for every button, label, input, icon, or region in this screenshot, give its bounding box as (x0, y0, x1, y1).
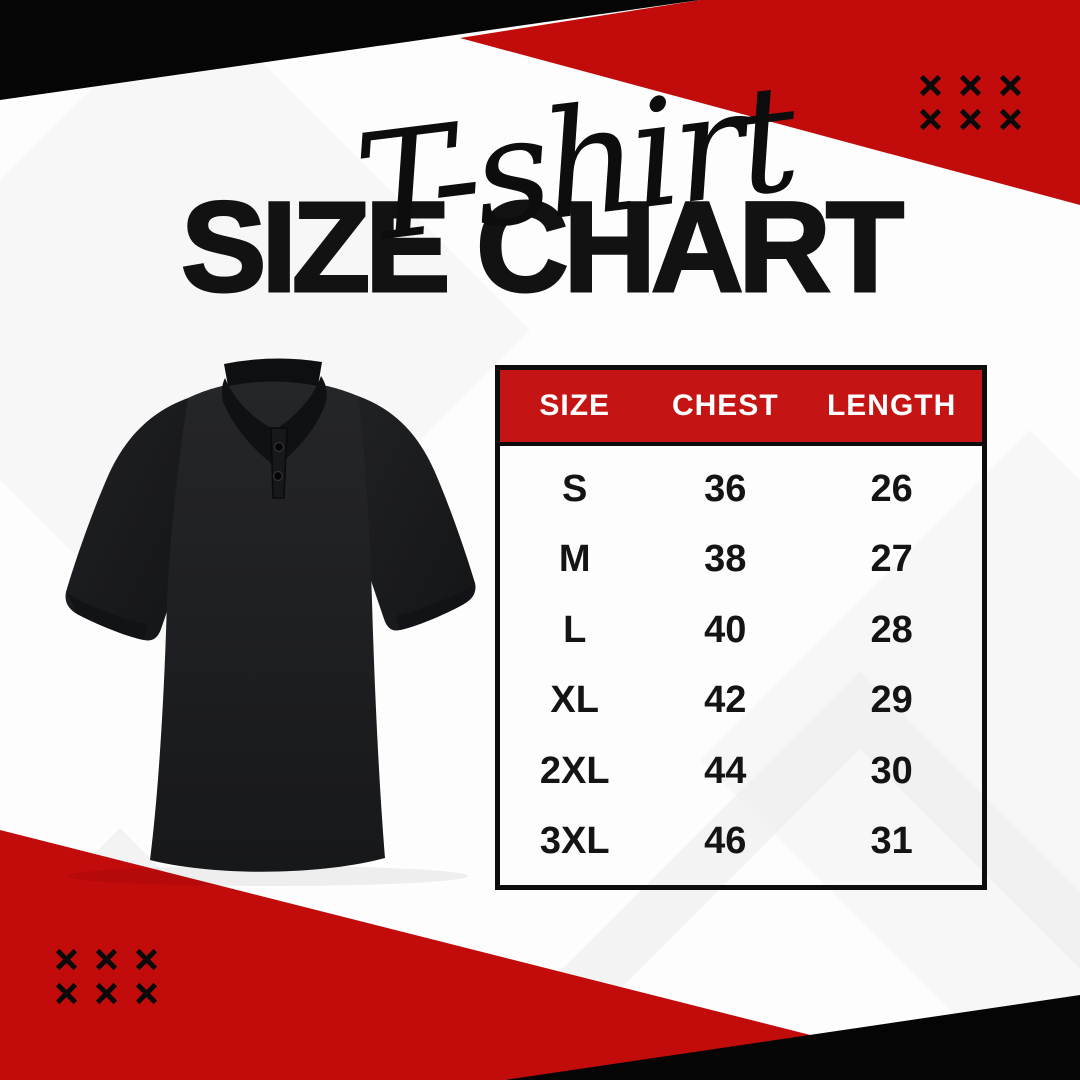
shirt-button (272, 470, 284, 482)
cell-chest: 44 (704, 749, 747, 792)
cell-size: L (563, 608, 587, 651)
column-header-chest: CHEST (671, 389, 779, 422)
x-mark-icon (919, 74, 942, 97)
cell-size: XL (550, 679, 599, 722)
column-header-length: LENGTH (826, 389, 957, 422)
x-marks-bottom-left (46, 942, 166, 1010)
x-mark-icon (95, 948, 118, 971)
x-mark-icon (135, 982, 158, 1005)
cell-chest: 46 (704, 820, 747, 863)
x-mark-icon (959, 74, 982, 97)
x-mark-icon (135, 948, 158, 971)
shirt-left-cuff (68, 594, 148, 640)
cell-size: 2XL (539, 749, 610, 792)
x-mark-icon (959, 108, 982, 131)
cell-size: M (558, 538, 591, 581)
x-mark-icon (919, 108, 942, 131)
shirt-body (150, 380, 385, 872)
shirt-collar-band (224, 358, 322, 386)
cell-chest: 36 (704, 467, 747, 510)
cell-length: 30 (870, 749, 913, 792)
bottom-left-red-shape (0, 830, 850, 1080)
cell-size: S (562, 467, 588, 510)
x-mark-icon (55, 982, 78, 1005)
size-table-body: S 36 26 M 38 27 L 40 28 XL 42 29 2XL 44 (500, 446, 982, 885)
shirt-shadow (68, 866, 468, 886)
size-table-header-row: SIZE CHEST LENGTH (500, 370, 982, 446)
cell-length: 29 (870, 679, 913, 722)
shirt-right-cuff (396, 586, 473, 630)
x-mark-icon (55, 948, 78, 971)
table-row: S 36 26 (500, 454, 982, 525)
table-row: L 40 28 (500, 595, 982, 666)
x-marks-top-right (910, 68, 1030, 136)
cell-chest: 40 (704, 608, 747, 651)
table-row: XL 42 29 (500, 666, 982, 737)
table-row: M 38 27 (500, 525, 982, 596)
cell-length: 31 (870, 820, 913, 863)
cell-length: 26 (870, 467, 913, 510)
top-left-black-shape (0, 0, 700, 100)
cell-chest: 38 (704, 538, 747, 581)
page-title: SIZE CHART (180, 176, 906, 319)
shirt-placket (270, 427, 288, 499)
table-row: 3XL 46 31 (500, 807, 982, 878)
tshirt-image (65, 358, 476, 886)
watermark-diamond-outline (521, 671, 1080, 1080)
column-header-size: SIZE (539, 389, 611, 422)
shirt-right-sleeve (358, 396, 476, 631)
shirt-collar-right (275, 376, 327, 468)
cell-length: 28 (870, 608, 913, 651)
table-row: 2XL 44 30 (500, 736, 982, 807)
x-mark-icon (999, 74, 1022, 97)
x-mark-icon (999, 108, 1022, 131)
cell-length: 27 (870, 538, 913, 581)
cell-chest: 42 (704, 679, 747, 722)
shirt-left-sleeve (65, 398, 188, 641)
size-table: SIZE CHEST LENGTH S 36 26 M 38 27 L 40 2… (495, 365, 987, 890)
shirt-button (273, 441, 285, 453)
x-mark-icon (95, 982, 118, 1005)
top-right-red-shape (460, 0, 1080, 205)
bottom-right-black-shape (505, 995, 1080, 1080)
cell-size: 3XL (539, 820, 610, 863)
shirt-collar-left (221, 378, 277, 468)
